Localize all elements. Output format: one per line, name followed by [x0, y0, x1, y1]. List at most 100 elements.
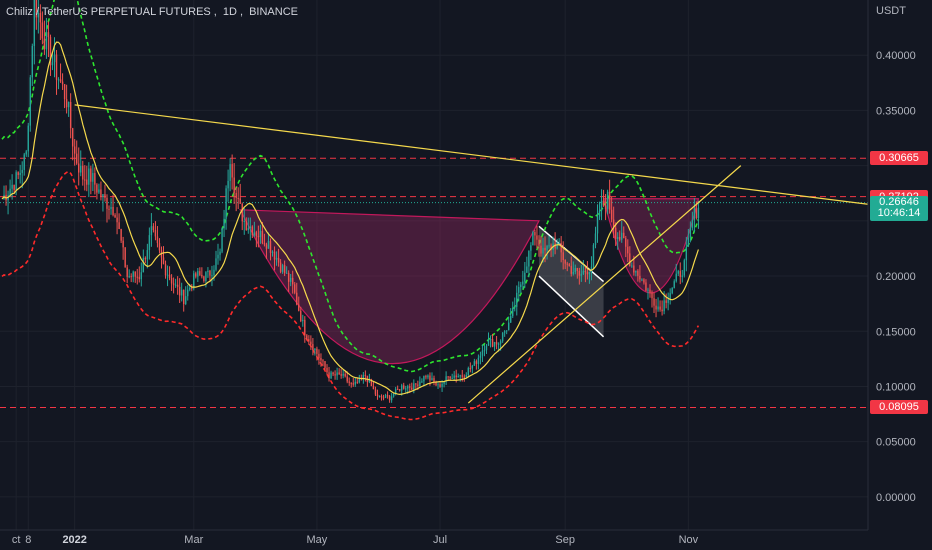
- candle-body: [570, 265, 572, 274]
- candle-body: [330, 372, 332, 379]
- candle-body: [168, 274, 171, 278]
- candle-body: [681, 275, 683, 277]
- candle-body: [378, 395, 381, 397]
- candle-body: [37, 12, 40, 18]
- candle-body: [247, 228, 249, 231]
- candle-body: [350, 382, 352, 384]
- candle-body: [106, 197, 108, 209]
- x-tick-label: Nov: [679, 534, 699, 546]
- candle-body: [53, 54, 56, 63]
- candle-body: [271, 251, 274, 253]
- candle-body: [534, 232, 536, 236]
- candle-body: [229, 164, 231, 181]
- candle-body: [344, 373, 346, 377]
- candle-body: [195, 273, 197, 277]
- candle-body: [211, 275, 213, 277]
- candle-body: [116, 217, 118, 223]
- candle-body: [170, 277, 173, 284]
- candle-body: [19, 172, 21, 175]
- candle-body: [453, 375, 455, 378]
- candle-body: [287, 272, 290, 282]
- candle-body: [269, 241, 272, 253]
- candle-body: [219, 251, 221, 255]
- candle-body: [409, 386, 411, 388]
- y-tick-label: 0.15000: [876, 326, 916, 338]
- candle-body: [112, 206, 114, 216]
- candle-body: [485, 345, 488, 351]
- candle-body: [197, 271, 199, 277]
- candle-body: [122, 240, 124, 248]
- candle-body: [639, 275, 641, 280]
- candle-body: [251, 226, 254, 236]
- candle-body: [261, 230, 264, 244]
- x-tick-label: May: [307, 534, 328, 546]
- candle-body: [497, 343, 500, 345]
- x-tick-label: 2022: [62, 534, 86, 546]
- channel-lower-line: [538, 275, 605, 338]
- candle-body: [657, 306, 659, 310]
- candle-body: [199, 271, 201, 275]
- candle-body: [273, 251, 276, 260]
- candle-body: [213, 269, 215, 276]
- candle-body: [612, 219, 615, 228]
- candle-body: [253, 232, 256, 236]
- candle-body: [667, 299, 669, 303]
- candle-body: [572, 272, 574, 274]
- candle-body: [532, 232, 534, 246]
- candle-body: [156, 236, 159, 244]
- candle-body: [128, 276, 130, 278]
- candle-body: [546, 245, 548, 251]
- candle-body: [671, 287, 673, 294]
- candle-body: [608, 191, 611, 210]
- candle-body: [394, 388, 397, 395]
- candle-body: [421, 381, 423, 383]
- candle-body: [586, 272, 589, 275]
- candle-body: [518, 287, 520, 293]
- candle-body: [336, 372, 338, 376]
- candle-body: [592, 244, 595, 267]
- candle-body: [29, 77, 31, 126]
- candles: [3, 0, 700, 403]
- candle-body: [616, 236, 619, 240]
- candle-body: [665, 300, 667, 303]
- candle-body: [548, 245, 550, 247]
- candle-body: [600, 200, 603, 211]
- candle-body: [332, 372, 334, 375]
- candle-body: [524, 272, 526, 282]
- candle-body: [417, 384, 419, 386]
- candle-body: [530, 245, 532, 251]
- y-tick-label: 0.40000: [876, 50, 916, 62]
- candle-body: [98, 189, 100, 193]
- candle-body: [566, 263, 568, 265]
- candle-body: [17, 172, 19, 175]
- candle-body: [340, 374, 342, 376]
- y-tick-label: 0.20000: [876, 271, 916, 283]
- candle-body: [302, 319, 304, 322]
- candle-body: [590, 266, 593, 272]
- candle-body: [352, 383, 354, 385]
- candle-body: [285, 272, 288, 274]
- candle-body: [324, 361, 326, 368]
- candle-body: [477, 357, 480, 364]
- candle-body: [574, 267, 577, 273]
- candle-body: [495, 341, 498, 345]
- candle-body: [47, 32, 50, 38]
- lower-band-line: [1, 170, 700, 421]
- candle-body: [437, 384, 439, 386]
- candle-body: [148, 235, 151, 251]
- candle-body: [294, 284, 296, 293]
- candle-body: [629, 253, 631, 266]
- candle-body: [386, 395, 389, 397]
- candle-body: [584, 270, 587, 273]
- candle-body: [39, 12, 42, 23]
- candle-body: [227, 180, 229, 189]
- exchange-label: BINANCE: [249, 6, 298, 18]
- price-axis-panel: [868, 0, 932, 550]
- candle-body: [126, 267, 128, 277]
- candle-body: [675, 273, 677, 282]
- candle-body: [514, 306, 516, 308]
- candle-body: [653, 298, 655, 306]
- candle-body: [610, 209, 613, 220]
